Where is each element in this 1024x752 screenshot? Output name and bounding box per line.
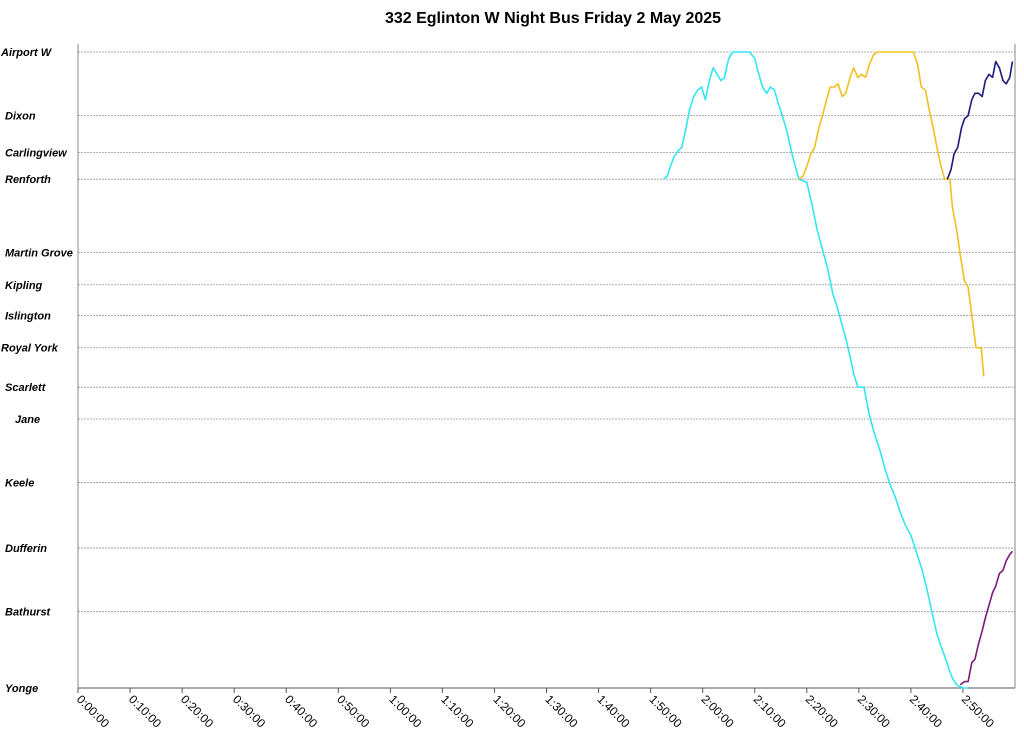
x-tick-label: 0:50:00: [334, 692, 372, 730]
stop-label: Islington: [5, 310, 51, 322]
chart-title: 332 Eglinton W Night Bus Friday 2 May 20…: [384, 10, 722, 27]
series-line: [959, 550, 1014, 686]
series-line: [946, 60, 1014, 180]
stop-label: Yonge: [5, 683, 38, 695]
stop-label: Dufferin: [5, 543, 47, 555]
stop-label: Keele: [5, 478, 34, 490]
x-tick-label: 0:10:00: [126, 692, 164, 730]
series-line: [798, 51, 985, 377]
x-tick-label: 1:40:00: [594, 692, 632, 730]
x-tick-label: 1:30:00: [542, 692, 580, 730]
stop-label: Bathurst: [5, 607, 52, 619]
stop-label: Royal York: [1, 343, 59, 355]
x-tick-label: 2:20:00: [803, 692, 841, 730]
x-tick-label: 2:40:00: [907, 692, 945, 730]
x-tick-label: 1:00:00: [386, 692, 424, 730]
stop-label: Jane: [15, 414, 40, 426]
x-tick-label: 2:10:00: [751, 692, 789, 730]
x-tick-label: 1:10:00: [438, 692, 476, 730]
grid-layer: [78, 51, 1015, 689]
stop-label: Carlingview: [5, 147, 68, 159]
stop-label: Airport W: [0, 47, 53, 59]
x-tick-label: 1:20:00: [490, 692, 528, 730]
x-tick-label: 2:00:00: [699, 692, 737, 730]
x-tick-label: 0:20:00: [178, 692, 216, 730]
x-tick-label: 2:30:00: [855, 692, 893, 730]
x-tick-label: 0:30:00: [230, 692, 268, 730]
stop-label: Kipling: [5, 280, 43, 292]
series-line: [663, 51, 969, 689]
series-layer: [663, 51, 1014, 689]
stop-label: Martin Grove: [5, 247, 73, 259]
x-tick-label: 2:50:00: [959, 692, 997, 730]
stop-label: Scarlett: [5, 382, 47, 394]
x-tick-label: 0:00:00: [74, 692, 112, 730]
stop-label: Dixon: [5, 111, 36, 123]
stop-label: Renforth: [5, 174, 51, 186]
x-tick-label: 0:40:00: [282, 692, 320, 730]
x-tick-label: 1:50:00: [646, 692, 684, 730]
